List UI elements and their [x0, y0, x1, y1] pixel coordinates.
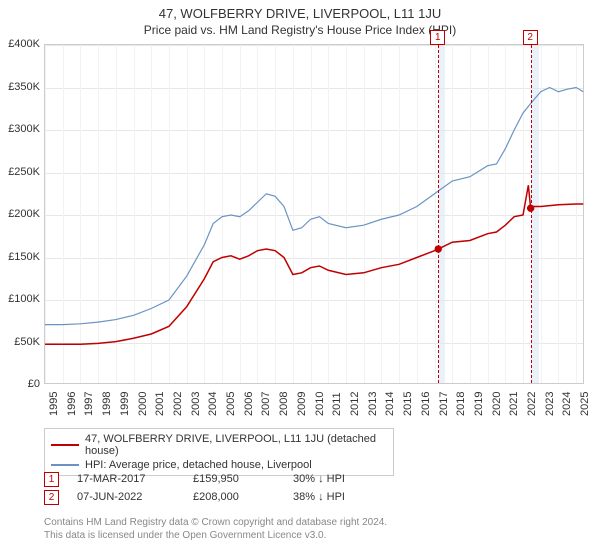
x-axis-label: 2014	[384, 392, 396, 416]
x-axis-label: 2000	[137, 392, 149, 416]
x-axis-label: 1998	[101, 392, 113, 416]
x-axis-label: 2019	[473, 392, 485, 416]
legend-swatch	[51, 444, 79, 446]
sale-vs-hpi: 38% ↓ HPI	[293, 491, 433, 503]
x-axis-label: 2010	[314, 392, 326, 416]
sale-price: £208,000	[193, 491, 293, 503]
x-axis-label: 2020	[491, 392, 503, 416]
x-axis-label: 2001	[154, 392, 166, 416]
sale-marker-icon: 2	[523, 30, 538, 45]
x-axis-label: 2024	[561, 392, 573, 416]
x-axis-label: 2021	[508, 392, 520, 416]
x-axis-label: 2009	[296, 392, 308, 416]
sale-marker-icon: 2	[44, 490, 59, 505]
x-axis-label: 2023	[544, 392, 556, 416]
chart-container: 47, WOLFBERRY DRIVE, LIVERPOOL, L11 1JU …	[0, 0, 600, 560]
table-row: 2 07-JUN-2022 £208,000 38% ↓ HPI	[44, 488, 433, 506]
x-axis-label: 2005	[225, 392, 237, 416]
chart-subtitle: Price paid vs. HM Land Registry's House …	[0, 21, 600, 41]
legend-box: 47, WOLFBERRY DRIVE, LIVERPOOL, L11 1JU …	[44, 428, 394, 476]
sale-vs-hpi: 30% ↓ HPI	[293, 473, 433, 485]
x-axis-label: 2012	[349, 392, 361, 416]
chart-svg	[45, 45, 583, 383]
sale-marker-icon: 1	[44, 472, 59, 487]
attribution-text: Contains HM Land Registry data © Crown c…	[44, 516, 584, 542]
legend-label: 47, WOLFBERRY DRIVE, LIVERPOOL, L11 1JU …	[85, 433, 387, 457]
sale-price: £159,950	[193, 473, 293, 485]
sale-marker-icon: 1	[430, 30, 445, 45]
x-axis-label: 2002	[172, 392, 184, 416]
y-axis-label: £300K	[2, 123, 40, 135]
x-axis-label: 2017	[438, 392, 450, 416]
x-axis-label: 2013	[367, 392, 379, 416]
x-axis-label: 2007	[260, 392, 272, 416]
y-axis-label: £0	[2, 378, 40, 390]
x-axis-label: 2004	[207, 392, 219, 416]
x-axis-label: 2015	[402, 392, 414, 416]
x-axis-label: 2018	[455, 392, 467, 416]
chart-title: 47, WOLFBERRY DRIVE, LIVERPOOL, L11 1JU	[0, 0, 600, 21]
x-axis-label: 2025	[579, 392, 591, 416]
y-axis-label: £350K	[2, 81, 40, 93]
x-axis-label: 1999	[119, 392, 131, 416]
attribution-line: Contains HM Land Registry data © Crown c…	[44, 517, 387, 528]
sale-date: 17-MAR-2017	[77, 473, 193, 485]
x-axis-label: 2011	[331, 392, 343, 416]
x-axis-label: 2016	[420, 392, 432, 416]
table-row: 1 17-MAR-2017 £159,950 30% ↓ HPI	[44, 470, 433, 488]
x-axis-label: 2022	[526, 392, 538, 416]
y-axis-label: £50K	[2, 336, 40, 348]
y-axis-label: £250K	[2, 166, 40, 178]
attribution-line: This data is licensed under the Open Gov…	[44, 530, 326, 541]
x-axis-label: 2008	[278, 392, 290, 416]
y-axis-label: £400K	[2, 38, 40, 50]
y-axis-label: £150K	[2, 251, 40, 263]
sales-table: 1 17-MAR-2017 £159,950 30% ↓ HPI 2 07-JU…	[44, 470, 433, 506]
y-axis-label: £200K	[2, 208, 40, 220]
legend-item: 47, WOLFBERRY DRIVE, LIVERPOOL, L11 1JU …	[51, 432, 387, 458]
x-axis-label: 1995	[48, 392, 60, 416]
sale-date: 07-JUN-2022	[77, 491, 193, 503]
x-axis-label: 1996	[66, 392, 78, 416]
legend-swatch	[51, 464, 79, 466]
y-axis-label: £100K	[2, 293, 40, 305]
plot-area	[44, 44, 584, 384]
x-axis-label: 1997	[83, 392, 95, 416]
x-axis-label: 2003	[190, 392, 202, 416]
x-axis-label: 2006	[243, 392, 255, 416]
